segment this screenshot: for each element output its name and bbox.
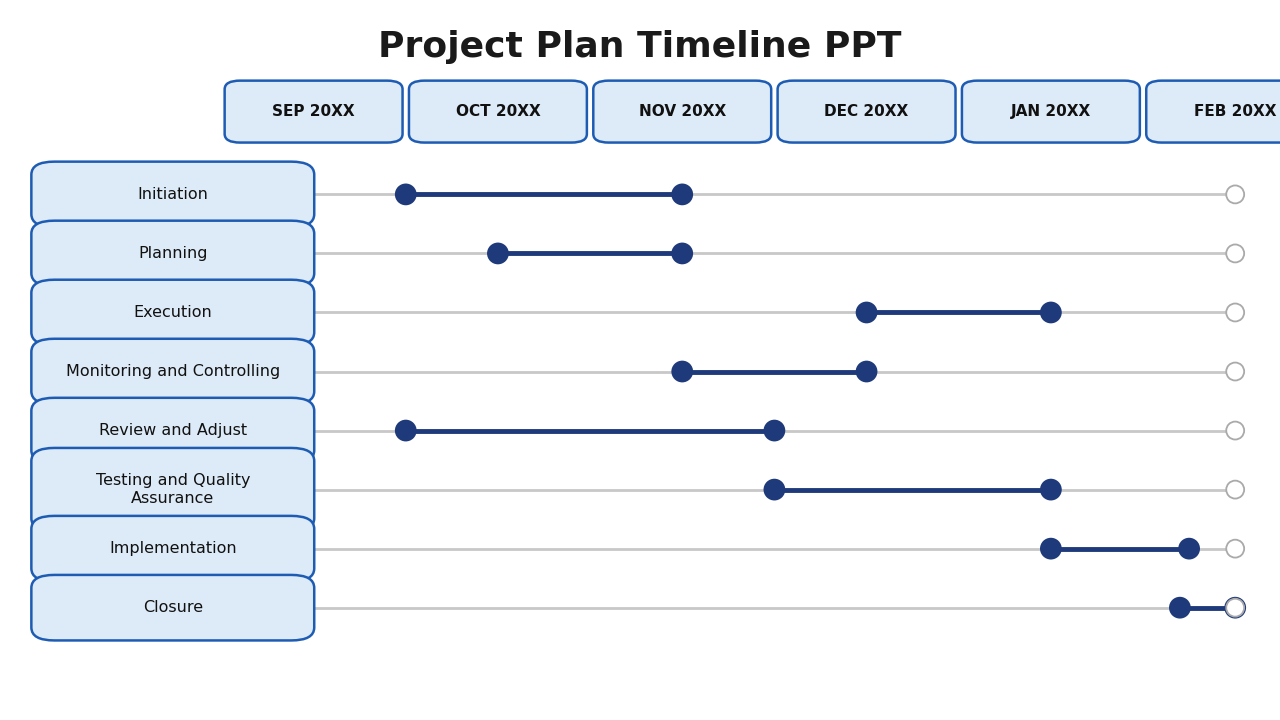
Text: Project Plan Timeline PPT: Project Plan Timeline PPT (379, 30, 901, 64)
Text: DEC 20XX: DEC 20XX (824, 104, 909, 119)
Text: Testing and Quality
Assurance: Testing and Quality Assurance (96, 474, 250, 505)
Text: FEB 20XX: FEB 20XX (1194, 104, 1276, 119)
Text: JAN 20XX: JAN 20XX (1011, 104, 1091, 119)
Text: NOV 20XX: NOV 20XX (639, 104, 726, 119)
Text: Initiation: Initiation (137, 187, 209, 202)
Text: OCT 20XX: OCT 20XX (456, 104, 540, 119)
Text: Planning: Planning (138, 246, 207, 261)
Text: Review and Adjust: Review and Adjust (99, 423, 247, 438)
Text: Closure: Closure (143, 600, 202, 615)
Text: Implementation: Implementation (109, 541, 237, 556)
Text: Execution: Execution (133, 305, 212, 320)
Text: Monitoring and Controlling: Monitoring and Controlling (65, 364, 280, 379)
Text: SEP 20XX: SEP 20XX (273, 104, 355, 119)
